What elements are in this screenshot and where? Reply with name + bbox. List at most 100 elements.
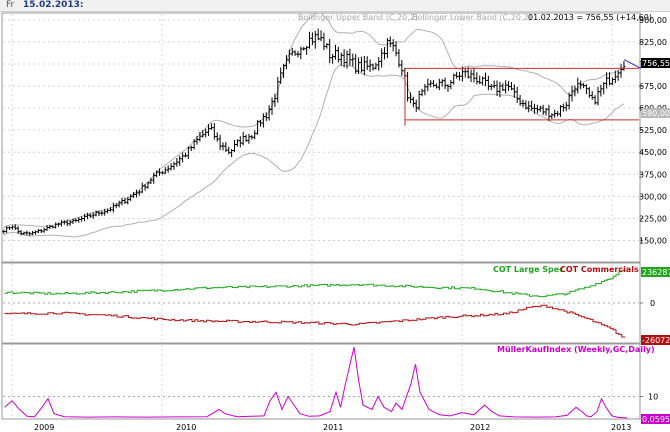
- ohlc-bar: [380, 48, 384, 68]
- ohlc-bar: [463, 67, 467, 78]
- ohlc-bar: [2, 229, 6, 234]
- ohlc-bar: [97, 210, 101, 216]
- ohlc-bar: [100, 210, 104, 216]
- ohlc-bar: [579, 80, 583, 90]
- ohlc-bar: [178, 155, 182, 166]
- bollinger-upper-band: [3, 12, 625, 229]
- ohlc-bar: [308, 31, 312, 49]
- large-spec-value-box: [641, 267, 670, 277]
- ohlc-bar: [163, 166, 167, 175]
- price-tick-label: 900,00: [639, 16, 667, 25]
- ohlc-bar: [33, 230, 37, 235]
- x-tick-2012: 2012: [470, 423, 490, 432]
- ohlc-bar: [509, 81, 513, 91]
- ohlc-bar: [498, 81, 502, 98]
- ohlc-bar: [152, 172, 156, 184]
- ohlc-bar: [310, 32, 314, 45]
- ohlc-bar: [103, 208, 107, 216]
- ohlc-bar: [45, 224, 49, 231]
- ohlc-bar: [584, 84, 588, 95]
- x-tick-2013: 2013: [611, 423, 631, 432]
- ohlc-bar: [71, 218, 75, 224]
- ohlc-bar: [299, 46, 303, 60]
- ohlc-bar: [460, 66, 464, 82]
- ohlc-bar: [207, 124, 211, 137]
- ohlc-bar: [434, 83, 438, 89]
- ohlc-bar: [558, 105, 562, 117]
- ohlc-bar: [293, 50, 297, 56]
- ohlc-bar: [420, 88, 424, 97]
- ohlc-bar: [325, 43, 329, 49]
- ohlc-bar: [411, 96, 415, 108]
- ohlc-bar: [256, 120, 260, 135]
- ohlc-bar: [495, 80, 499, 96]
- ohlc-bar: [218, 134, 222, 150]
- ohlc-bar: [19, 229, 23, 236]
- ohlc-bar: [247, 133, 251, 144]
- ohlc-bar: [54, 222, 58, 229]
- ohlc-bar: [518, 94, 522, 106]
- ohlc-bar: [377, 57, 381, 71]
- ohlc-bar: [270, 97, 274, 115]
- ohlc-bar: [132, 191, 136, 198]
- ohlc-bar: [437, 78, 441, 91]
- projection-arrow: [623, 59, 642, 69]
- ohlc-bar: [16, 226, 20, 234]
- price-tick-label: 375,00: [639, 170, 667, 179]
- ohlc-bar: [397, 49, 401, 68]
- ohlc-bar: [276, 77, 280, 103]
- ohlc-bar: [354, 54, 358, 74]
- ohlc-bar: [238, 136, 242, 148]
- ohlc-bar: [10, 225, 14, 230]
- ohlc-bar: [120, 197, 124, 206]
- ohlc-bar: [8, 226, 12, 230]
- ohlc-bar: [556, 111, 560, 117]
- last-price-label: 756,55: [642, 59, 670, 68]
- ohlc-bar: [417, 90, 421, 110]
- ohlc-bar: [258, 119, 262, 127]
- ohlc-bar: [91, 212, 95, 219]
- ohlc-bar: [406, 71, 410, 102]
- ohlc-bar: [261, 113, 265, 128]
- ohlc-bar: [215, 132, 219, 142]
- ohlc-bar: [181, 152, 185, 163]
- ohlc-bar: [455, 71, 459, 79]
- ohlc-bar: [530, 100, 534, 111]
- ohlc-bar: [533, 103, 537, 114]
- ohlc-bar: [400, 60, 404, 77]
- x-tick-2010: 2010: [176, 423, 196, 432]
- ohlc-bar: [108, 207, 112, 212]
- ohlc-bar: [541, 104, 545, 116]
- ohlc-bar: [172, 161, 176, 170]
- ohlc-bar: [561, 103, 565, 112]
- ohlc-bar: [590, 91, 594, 100]
- ohlc-bar: [158, 168, 162, 176]
- ohlc-bar: [553, 109, 557, 118]
- ohlc-bar: [155, 170, 159, 178]
- ohlc-bar: [550, 113, 554, 119]
- ohlc-bar: [362, 55, 366, 76]
- ohlc-bar: [305, 46, 309, 55]
- price-tick-label: 525,00: [639, 126, 667, 135]
- x-tick-2011: 2011: [323, 423, 343, 432]
- large-spec-value-label: 236287: [642, 268, 670, 277]
- ohlc-bar: [111, 202, 115, 213]
- ohlc-bar: [241, 131, 245, 146]
- ohlc-bar: [129, 194, 133, 202]
- ohlc-bar: [547, 104, 551, 122]
- price-tick-label: 825,00: [639, 38, 667, 47]
- ohlc-bar: [39, 228, 43, 234]
- cot-large-spec-legend: COT Large Spec: [493, 265, 564, 274]
- ohlc-bar: [267, 105, 271, 121]
- bollinger-upper-legend: Bollinger Upper Band (C,20,2): [298, 13, 418, 22]
- ohlc-bar: [501, 83, 505, 92]
- ohlc-bar: [88, 213, 92, 218]
- price-tick-label: 225,00: [639, 214, 667, 223]
- ohlc-bar: [507, 80, 511, 92]
- ohlc-bar: [85, 212, 89, 220]
- band-value-box: [641, 108, 670, 118]
- current-date[interactable]: 15.02.2013:: [23, 0, 84, 10]
- ohlc-bar: [235, 139, 239, 147]
- ohlc-bar: [371, 63, 375, 71]
